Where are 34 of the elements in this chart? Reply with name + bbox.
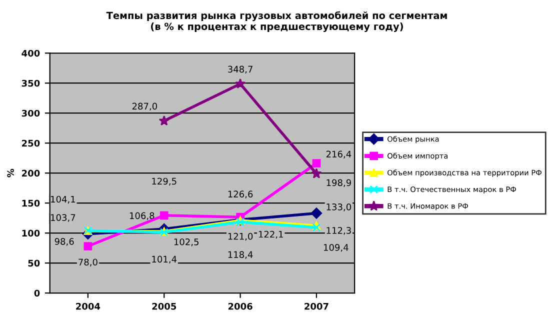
x-tick-label: 2006 bbox=[228, 302, 252, 310]
data-label: 106,8 bbox=[130, 212, 154, 220]
y-axis-title: % bbox=[7, 168, 14, 178]
y-tick-label: 100 bbox=[22, 230, 40, 237]
data-label: 126,6 bbox=[228, 190, 253, 198]
data-label: 118,4 bbox=[228, 251, 253, 259]
data-label: 348,7 bbox=[228, 66, 252, 74]
data-label: 98,6 bbox=[54, 238, 74, 246]
data-label: 104,1 bbox=[51, 196, 76, 204]
data-label: 121,0 bbox=[228, 232, 253, 241]
data-label: 133,0 bbox=[326, 203, 352, 212]
data-label: 109,4 bbox=[324, 244, 348, 252]
y-tick-label: 400 bbox=[22, 50, 40, 57]
data-label: 129,5 bbox=[152, 178, 176, 186]
y-tick-label: 250 bbox=[22, 140, 40, 147]
y-tick-label: 150 bbox=[22, 200, 40, 207]
chart-title: Темпы развития рынка грузовых автомобилей по сегментам (в % к процентах к предшествующему году) bbox=[106, 11, 447, 32]
x-tick-label: 2007 bbox=[304, 302, 328, 310]
data-label: 102,5 bbox=[174, 238, 198, 246]
y-tick-label: 300 bbox=[22, 110, 40, 117]
y-tick-label: 350 bbox=[22, 80, 40, 87]
y-tick-label: 200 bbox=[22, 170, 40, 177]
data-label: 287,0 bbox=[132, 102, 157, 111]
y-tick-label: 0 bbox=[34, 290, 40, 297]
y-tick-label: 50 bbox=[28, 260, 40, 267]
data-label: 78,0 bbox=[78, 258, 98, 266]
x-tick-label: 2004 bbox=[76, 302, 100, 310]
data-label: 198,9 bbox=[326, 179, 351, 187]
x-tick-label: 2005 bbox=[152, 302, 176, 310]
data-label: 122,1 bbox=[258, 230, 283, 239]
data-label: 101,4 bbox=[152, 256, 177, 264]
data-label: 112,3 bbox=[326, 227, 351, 235]
data-label: 216,4 bbox=[326, 150, 352, 158]
data-label: 103,7 bbox=[51, 214, 76, 222]
